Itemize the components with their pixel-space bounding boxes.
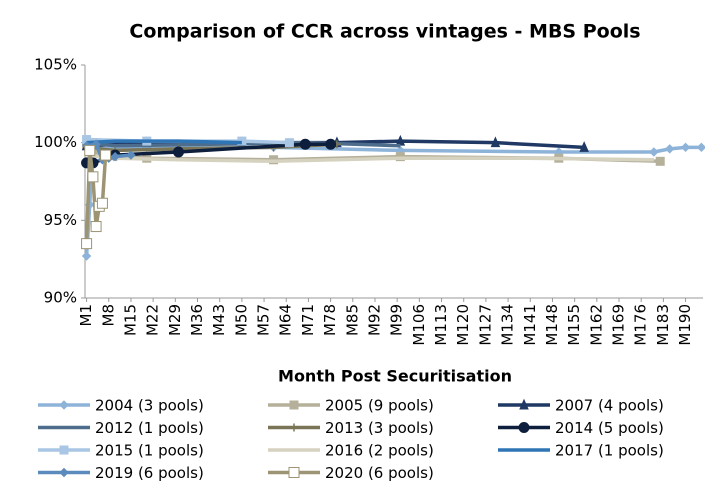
x-tick-label: M190 [676,304,694,346]
marker [81,238,93,250]
x-tick-label: M113 [432,304,450,346]
marker [110,151,120,162]
legend-label: 2004 (3 pools) [95,397,204,415]
x-tick-label: M120 [454,304,472,346]
marker [325,138,337,150]
legend-label: 2014 (5 pools) [555,419,664,437]
x-tick-label: M162 [587,304,605,346]
marker [284,138,294,148]
marker [87,171,99,183]
marker [59,400,69,410]
x-tick-label: M29 [166,304,184,336]
y-tick-label: 95% [44,211,77,229]
legend-item: 2013 (3 pools) [268,419,434,437]
x-tick-label: M22 [144,304,162,336]
series [81,144,112,250]
marker [126,150,136,160]
legend-label: 2012 (1 pools) [95,419,204,437]
legend-label: 2019 (6 pools) [95,464,204,482]
y-tick-label: 100% [34,133,77,151]
series [86,139,242,145]
x-tick-label: M106 [410,304,428,346]
legend-label: 2005 (9 pools) [325,397,434,415]
legend-label: 2007 (4 pools) [555,397,664,415]
x-tick-label: M1 [77,304,95,327]
marker [519,398,529,410]
legend-item: 2015 (1 pools) [38,442,204,460]
marker [84,144,96,156]
marker [290,423,298,432]
marker [696,142,705,153]
y-tick-label: 90% [44,289,77,307]
x-tick-label: M183 [654,304,672,346]
x-axis-label: Month Post Securitisation [278,367,512,386]
marker [665,144,675,154]
x-tick-label: M64 [277,304,295,336]
series-line [86,139,242,145]
legend-item: 2016 (2 pools) [268,442,434,460]
legend-label: 2016 (2 pools) [325,442,434,460]
marker [299,138,311,150]
x-tick-label: M141 [521,304,539,346]
marker [289,400,299,410]
legend-label: 2013 (3 pools) [325,419,434,437]
x-tick-label: M57 [255,304,273,336]
marker [490,136,501,148]
x-tick-label: M78 [321,304,339,336]
x-tick-label: M43 [210,304,228,336]
legend-item: 2017 (1 pools) [498,442,664,460]
x-tick-label: M99 [388,304,406,336]
y-tick-label: 105% [34,56,77,74]
marker [288,467,300,478]
x-tick-label: M148 [543,304,561,346]
legend-item: 2004 (3 pools) [38,397,204,415]
legend-item: 2007 (4 pools) [498,397,664,415]
x-tick-label: M50 [232,304,250,336]
x-tick-label: M92 [365,304,383,336]
marker [655,156,665,166]
legend-label: 2017 (1 pools) [555,442,664,460]
marker [518,422,530,433]
marker [81,251,92,261]
x-tick-label: M155 [565,304,583,346]
x-tick-label: M169 [610,304,628,346]
x-tick-label: M85 [343,304,361,336]
x-tick-label: M134 [499,304,517,346]
x-tick-label: M36 [188,304,206,336]
marker [90,221,102,233]
legend-label: 2015 (1 pools) [95,442,204,460]
legend-item: 2019 (6 pools) [38,464,204,482]
marker [649,147,659,157]
x-tick-label: M71 [299,304,317,336]
x-tick-label: M176 [632,304,650,346]
legend-label: 2020 (6 pools) [325,464,434,482]
marker [59,467,69,478]
legend-item: 2014 (5 pools) [498,419,664,437]
marker [96,197,108,209]
x-tick-label: M15 [121,304,139,336]
legend-item: 2012 (1 pools) [38,419,204,437]
legend-item: 2005 (9 pools) [268,397,434,415]
marker [579,141,589,152]
marker [172,146,184,158]
marker [59,445,69,455]
x-tick-label: M127 [476,304,494,346]
chart-title: Comparison of CCR across vintages - MBS … [129,21,640,43]
x-tick-label: M8 [99,304,117,327]
marker [100,149,112,161]
marker [680,142,691,153]
legend-item: 2020 (6 pools) [268,464,434,482]
